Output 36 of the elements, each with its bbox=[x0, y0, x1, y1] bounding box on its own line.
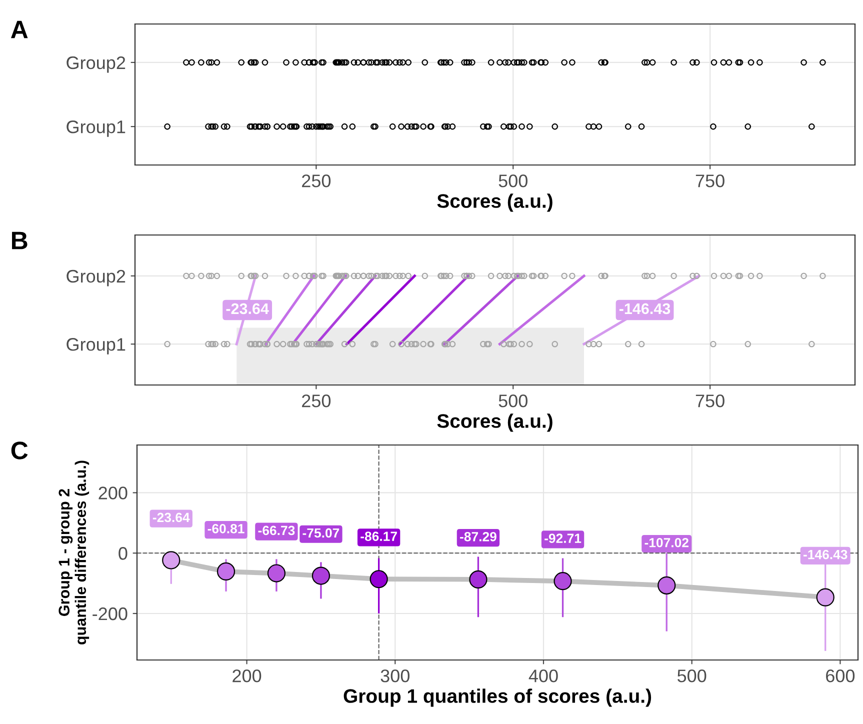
y-tick-label: Group1 bbox=[66, 120, 126, 137]
chart-title: A bbox=[10, 20, 28, 38]
x-tick-label: 400 bbox=[528, 670, 558, 682]
data-label: -60.81 bbox=[208, 524, 244, 534]
data-label: -86.17 bbox=[360, 532, 397, 541]
y-axis-title: Group 1 - group 2 quantile differences (a.u.) bbox=[58, 460, 90, 644]
data-label: -75.07 bbox=[302, 528, 340, 538]
x-tick-label: 750 bbox=[696, 394, 724, 408]
x-tick-label: 500 bbox=[498, 174, 528, 188]
x-tick-label: 300 bbox=[380, 670, 410, 682]
x-tick-label: 250 bbox=[302, 394, 331, 408]
data-label: -66.73 bbox=[258, 526, 295, 536]
annotation: -23.64 bbox=[226, 303, 269, 314]
data-label: -107.02 bbox=[644, 538, 688, 548]
chart-title: C bbox=[11, 442, 28, 460]
x-tick-label: 200 bbox=[232, 670, 262, 682]
data-label: -146.43 bbox=[804, 550, 848, 560]
data-label: -92.71 bbox=[544, 534, 582, 543]
chart-title: B bbox=[12, 232, 28, 250]
y-tick-label: Group2 bbox=[66, 56, 126, 73]
x-axis-title: Group 1 quantiles of scores (a.u.) bbox=[344, 688, 652, 707]
x-tick-label: 500 bbox=[498, 394, 528, 408]
data-label: -87.29 bbox=[460, 532, 496, 542]
x-tick-label: 500 bbox=[678, 670, 706, 682]
data-label: -23.64 bbox=[152, 512, 190, 522]
x-axis-title: Scores (a.u.) bbox=[437, 194, 552, 212]
y-tick-label: 0 bbox=[118, 547, 128, 560]
y-tick-label: Group1 bbox=[66, 338, 126, 354]
annotation: -146.43 bbox=[619, 303, 670, 314]
x-tick-label: 750 bbox=[696, 174, 724, 188]
x-tick-label: 600 bbox=[826, 670, 855, 682]
y-tick-label: 200 bbox=[98, 486, 128, 500]
y-tick-label: Group2 bbox=[66, 270, 126, 286]
y-tick-label: -200 bbox=[92, 607, 128, 620]
x-tick-label: 250 bbox=[302, 174, 331, 188]
x-axis-title: Scores (a.u.) bbox=[437, 414, 552, 432]
